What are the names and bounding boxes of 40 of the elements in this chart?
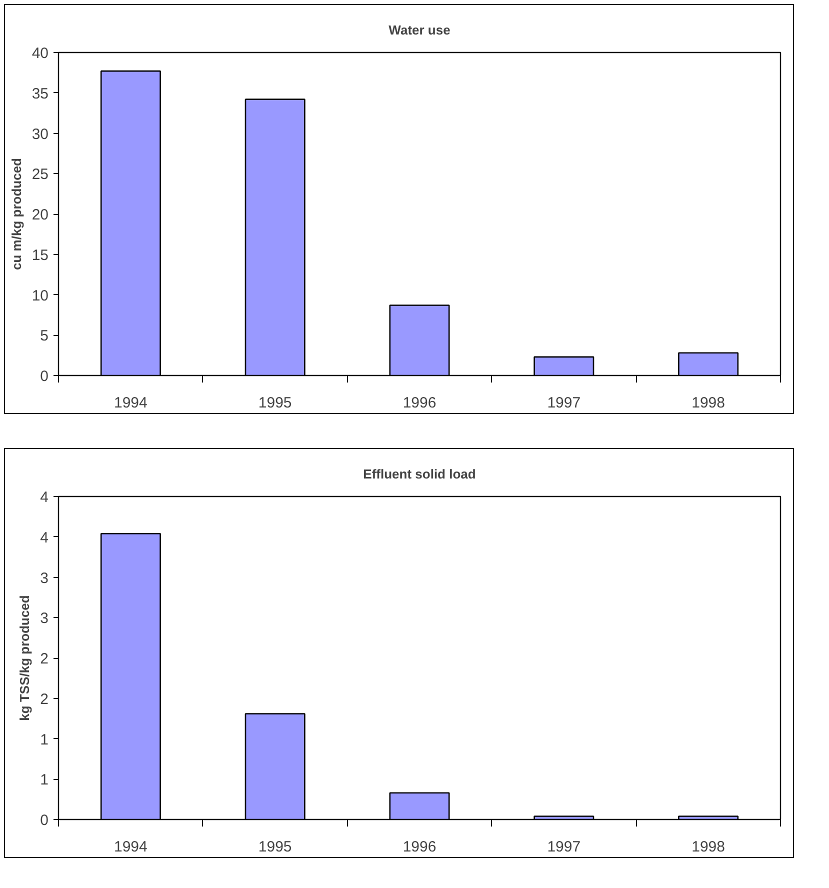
y-tick-label: 3 <box>40 610 48 628</box>
y-axis-title: kg TSS/kg produced <box>17 595 32 721</box>
y-tick-label: 2 <box>40 690 48 708</box>
x-tick-label: 1997 <box>547 838 581 856</box>
x-tick-label: 1996 <box>402 394 436 412</box>
bar <box>678 352 739 376</box>
y-tick-label: 1 <box>40 731 48 748</box>
y-tick-label: 25 <box>32 166 49 184</box>
y-tick-label: 0 <box>40 812 48 829</box>
chart-title: Effluent solid load <box>363 466 476 482</box>
y-tick-label: 4 <box>40 489 48 506</box>
bar <box>389 792 450 820</box>
bar <box>244 713 306 820</box>
y-tick-label: 1 <box>40 772 48 789</box>
y-tick-label: 5 <box>40 328 48 345</box>
x-tick-label: 1994 <box>114 838 148 856</box>
y-tick-label: 4 <box>40 529 48 546</box>
bar <box>389 304 450 376</box>
x-tick-label: 1998 <box>692 394 725 412</box>
bar <box>100 532 161 820</box>
y-axis-title: cu m/kg produced <box>8 158 24 270</box>
y-tick-label: 15 <box>32 246 49 264</box>
y-tick-label: 3 <box>40 570 48 587</box>
bar <box>534 356 594 376</box>
y-tick-label: 0 <box>40 368 48 385</box>
x-tick-label: 1994 <box>114 394 148 412</box>
y-tick-label: 10 <box>32 287 49 304</box>
chart-title: Water use <box>388 22 450 38</box>
y-tick-label: 40 <box>32 45 49 62</box>
y-tick-label: 35 <box>32 85 49 102</box>
bar <box>100 70 161 376</box>
x-tick-label: 1997 <box>547 394 581 412</box>
y-tick-label: 20 <box>32 206 49 224</box>
y-tick-label: 30 <box>32 126 49 143</box>
x-tick-label: 1996 <box>402 838 436 856</box>
y-tick-label: 2 <box>40 650 48 668</box>
x-tick-label: 1995 <box>258 394 292 412</box>
x-tick-label: 1998 <box>692 838 725 856</box>
bar <box>244 98 306 376</box>
x-tick-label: 1995 <box>258 838 292 856</box>
